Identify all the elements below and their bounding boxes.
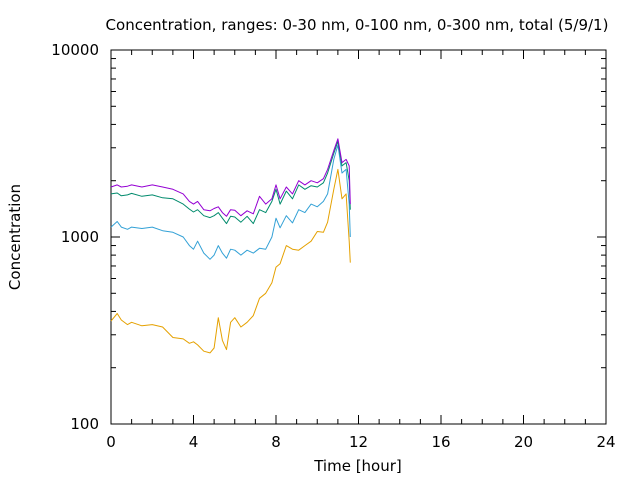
x-tick-label: 0 (106, 433, 116, 451)
y-tick-label: 1000 (61, 228, 99, 246)
y-tick-label: 10000 (51, 41, 99, 59)
plot-frame (110, 49, 607, 425)
x-axis-label: Time [hour] (313, 457, 402, 475)
y-tick-label: 100 (70, 415, 99, 433)
axis-tick-labels: 0 4 8 12 16 20 24 100 1000 10000 (51, 41, 615, 451)
x-tick-label: 20 (514, 433, 533, 451)
x-tick-label: 16 (431, 433, 450, 451)
series-lines (110, 138, 351, 354)
x-tick-label: 24 (596, 433, 615, 451)
series-line-2 (110, 144, 351, 260)
chart-title: Concentration, ranges: 0-30 nm, 0-100 nm… (106, 16, 609, 34)
x-tick-label: 4 (189, 433, 199, 451)
x-tick-label: 8 (271, 433, 281, 451)
x-tick-label: 12 (349, 433, 368, 451)
series-line-1 (110, 168, 351, 354)
series-line-3 (110, 140, 351, 225)
series-line-4 (110, 138, 351, 217)
y-axis-label: Concentration (6, 184, 24, 290)
axis-ticks (110, 49, 607, 425)
